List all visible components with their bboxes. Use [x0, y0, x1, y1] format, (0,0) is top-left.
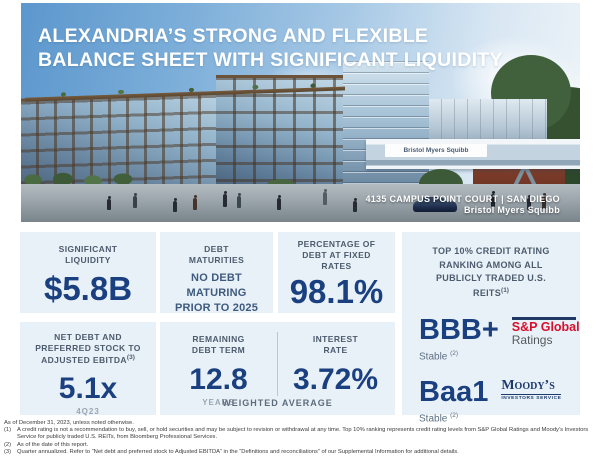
person-silhouette: [107, 196, 111, 210]
person-silhouette: [323, 189, 327, 205]
sp-logo-name: S&P Global: [511, 319, 580, 334]
moodys-rating-col: Baa1 Stable (2): [419, 376, 489, 425]
stat-box-debt-maturities: DEBT MATURITIES NO DEBT MATURING PRIOR T…: [160, 232, 273, 314]
net-debt-label-text: NET DEBT AND PREFERRED STOCK TO ADJUSTED…: [35, 332, 141, 365]
debt-term-unit: YEARS: [202, 398, 235, 408]
moodys-rating-grade: Baa1: [419, 376, 489, 409]
building-glass-tower: [343, 61, 429, 193]
sp-rating-col: BBB+ Stable (2): [419, 314, 499, 363]
stat-box-liquidity: SIGNIFICANT LIQUIDITY $5.8B: [20, 232, 156, 313]
interest-rate-label: INTEREST RATE: [312, 334, 359, 356]
bridge-sign: Bristol Myers Squibb: [385, 144, 487, 157]
footnote-item: (3) Quarter annualized. Refer to “Net de…: [4, 449, 596, 456]
fixed-rates-value: 98.1%: [289, 273, 384, 311]
person-silhouette: [353, 198, 357, 212]
sp-rating-row: BBB+ Stable (2) S&P Global Ratings: [419, 314, 580, 363]
slide-title-line2: BALANCE SHEET WITH SIGNIFICANT LIQUIDITY: [38, 49, 503, 71]
sp-logo-bar: [511, 317, 576, 320]
fixed-rates-label: PERCENTAGE OF DEBT AT FIXED RATES: [297, 239, 376, 272]
moodys-logo: Moody’s INVESTORS SERVICE: [501, 378, 562, 402]
debt-term-value: 12.8: [189, 363, 248, 397]
person-silhouette: [193, 195, 197, 210]
footnote-number: (3): [4, 448, 12, 455]
footnote-number: (2): [4, 441, 12, 448]
moodys-rating-row: Baa1 Stable (2) Moody’s INVESTORS SERVIC…: [419, 376, 580, 425]
ratings-heading: TOP 10% CREDIT RATING RANKING AMONG ALL …: [427, 245, 555, 300]
building-mid-block: [216, 75, 351, 196]
debt-maturities-label: DEBT MATURITIES: [188, 244, 245, 266]
net-debt-period: 4Q23: [76, 406, 100, 416]
net-debt-label: NET DEBT AND PREFERRED STOCK TO ADJUSTED…: [28, 332, 148, 366]
sp-global-ratings-logo: S&P Global Ratings: [511, 317, 580, 348]
sp-logo-sub: Ratings: [511, 333, 553, 348]
person-silhouette: [277, 195, 281, 210]
photo-caption-tenant: Bristol Myers Squibb: [463, 205, 560, 215]
ground-pavement: [21, 184, 580, 222]
debt-maturities-value: NO DEBT MATURING PRIOR TO 2025: [174, 272, 259, 314]
debt-term-label: REMAINING DEBT TERM: [191, 334, 246, 356]
photo-caption-address: 4135 CAMPUS POINT COURT | SAN DIEGO: [365, 194, 560, 204]
vertical-divider: [277, 332, 278, 396]
footnote-number: (1): [4, 427, 12, 434]
footnote-text: A credit rating is not a recommendation …: [17, 427, 589, 441]
ratings-footnote-ref: (1): [501, 286, 509, 294]
moodys-rating-outlook: Stable (2): [419, 412, 488, 424]
bridge-sign-label: Bristol Myers Squibb: [403, 147, 469, 154]
sp-outlook-footnote-ref: (2): [450, 350, 459, 357]
moodys-logo-name: Moody’s: [501, 378, 555, 394]
footnote-text: Quarter annualized. Refer to “Net debt a…: [17, 448, 459, 455]
weighted-average-label: WEIGHTED AVERAGE: [222, 398, 333, 408]
moodys-outlook-footnote-ref: (2): [450, 412, 459, 420]
person-silhouette: [133, 193, 137, 208]
sp-outlook-text: Stable: [419, 351, 448, 363]
interest-rate-section: INTEREST RATE 3.72%: [277, 322, 394, 415]
slide-title: ALEXANDRIA’S STRONG AND FLEXIBLE BALANCE…: [38, 24, 503, 72]
moodys-logo-sub: INVESTORS SERVICE: [501, 394, 562, 402]
person-silhouette: [491, 191, 495, 207]
photo-caption: 4135 CAMPUS POINT COURT | SAN DIEGO Bris…: [365, 194, 560, 216]
net-debt-value: 5.1x: [58, 371, 118, 405]
slide-title-line1: ALEXANDRIA’S STRONG AND FLEXIBLE: [38, 25, 429, 47]
liquidity-label: SIGNIFICANT LIQUIDITY: [58, 244, 118, 266]
sp-rating-grade: BBB+: [419, 314, 499, 346]
debt-term-section: REMAINING DEBT TERM 12.8 YEARS: [160, 322, 277, 415]
stat-box-net-debt: NET DEBT AND PREFERRED STOCK TO ADJUSTED…: [20, 322, 156, 416]
interest-rate-value: 3.72%: [292, 363, 379, 397]
person-silhouette: [542, 193, 546, 209]
person-silhouette: [527, 195, 531, 210]
net-debt-footnote-ref: (3): [126, 354, 135, 362]
footnotes: As of December 31, 2023, unless noted ot…: [4, 420, 596, 456]
stat-box-fixed-rates: PERCENTAGE OF DEBT AT FIXED RATES 98.1%: [278, 232, 395, 313]
liquidity-value: $5.8B: [43, 270, 133, 308]
footnote-item: (2) As of the date of this report.: [4, 442, 596, 449]
stat-box-weighted-average: REMAINING DEBT TERM 12.8 YEARS INTEREST …: [160, 322, 395, 415]
car-silhouette: [413, 197, 457, 212]
person-silhouette: [223, 191, 227, 207]
footnote-item: (1) A credit rating is not a recommendat…: [4, 427, 596, 441]
footnote-text: As of the date of this report.: [17, 441, 89, 448]
credit-ratings-panel: TOP 10% CREDIT RATING RANKING AMONG ALL …: [402, 232, 580, 425]
footnote-intro: As of December 31, 2023, unless noted ot…: [4, 420, 134, 426]
hero-photo: Bristol Myers Squibb ALEXANDRIA’S STRONG…: [21, 3, 580, 222]
person-silhouette: [237, 193, 241, 208]
moodys-outlook-text: Stable: [419, 413, 448, 425]
person-silhouette: [173, 198, 177, 212]
sp-rating-outlook: Stable (2): [419, 350, 499, 362]
ratings-heading-text: TOP 10% CREDIT RATING RANKING AMONG ALL …: [432, 246, 550, 298]
building-far-wing: [429, 99, 547, 141]
